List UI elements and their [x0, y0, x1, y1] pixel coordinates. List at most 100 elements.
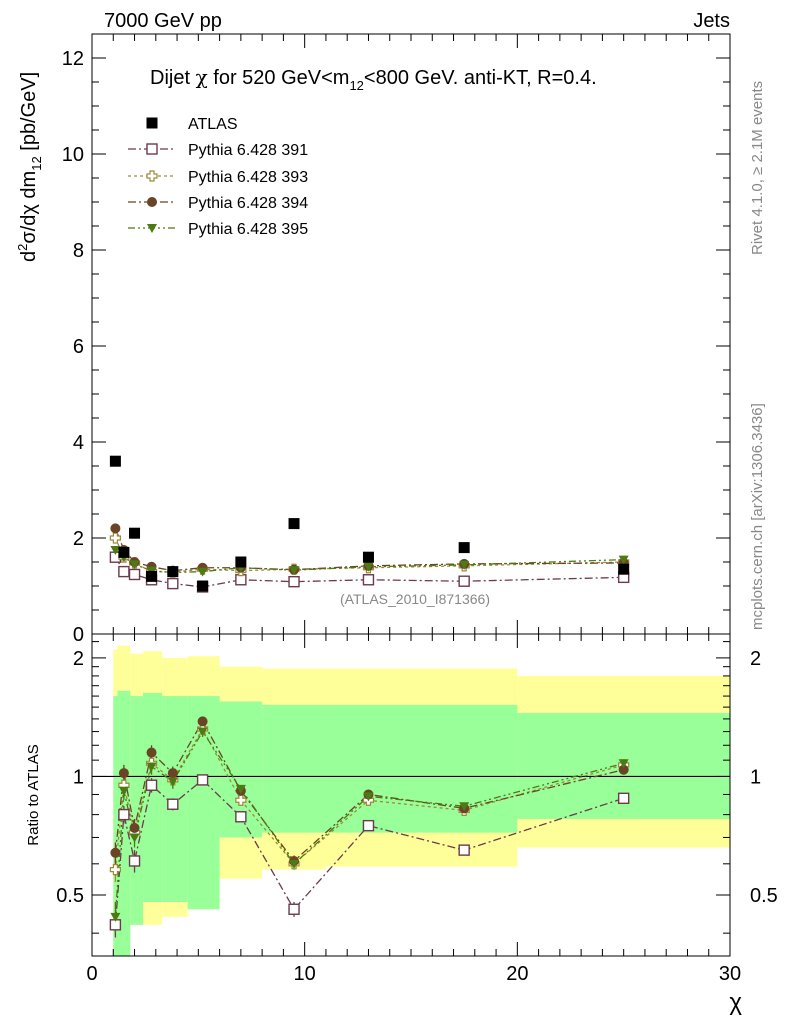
main-point-atlas-8 — [362, 551, 374, 563]
xtick-label-0: 0 — [86, 963, 97, 985]
legend-marker-pythia-391 — [128, 143, 176, 155]
main-point-atlas-2 — [129, 527, 141, 539]
main-panel: 0 2 4 6 8 10 12 Dijet χ for 520 GeV<m12<800 Ge… — [15, 33, 731, 646]
ratio-ytick-label-1: 1 — [73, 766, 84, 788]
ratio-band-green-0 — [113, 696, 118, 956]
xtick-label-20: 20 — [506, 963, 528, 985]
legend-label-pythia-394: Pythia 6.428 394 — [188, 195, 308, 212]
main-ytick-label-0: 0 — [73, 624, 84, 646]
ratio-band-green-8 — [325, 704, 411, 833]
main-point-series-4-7 — [289, 566, 300, 576]
ratio-band-green-7 — [262, 704, 326, 833]
main-point-atlas-3 — [146, 570, 158, 582]
xtick-labels: 0 10 20 30 — [86, 963, 741, 985]
ratio-point-series-3-6 — [235, 784, 246, 794]
ratio-point-series-1-0 — [109, 864, 121, 876]
legend-marker-pythia-394 — [128, 197, 176, 207]
legend-marker-shape-3 — [147, 197, 157, 207]
legend-entry-pythia-394: Pythia 6.428 394 — [128, 195, 308, 212]
main-ytick-label-8: 8 — [73, 240, 84, 262]
legend-marker-shape-1 — [146, 143, 158, 155]
ratio-point-series-3-5 — [197, 727, 208, 737]
main-point-series-1-6 — [235, 574, 247, 586]
main-point-atlas-10 — [618, 563, 630, 575]
energy-label: 7000 GeV pp — [104, 10, 222, 32]
main-ticks — [91, 34, 731, 635]
ratio-point-series-2-4 — [167, 768, 178, 779]
ratio-ytick-label-0: 0.5 — [56, 885, 84, 907]
legend-marker-pythia-395 — [128, 224, 176, 233]
main-point-series-1-1 — [118, 565, 130, 578]
ratio-point-series-0-9 — [458, 844, 470, 856]
main-point-series-4-2 — [129, 560, 140, 570]
legend-entry-atlas: ATLAS — [146, 116, 238, 133]
analysis-label: (ATLAS_2010_I871366) — [340, 591, 490, 607]
ratio-band-green-3 — [143, 692, 163, 902]
main-ytick-label-2: 2 — [73, 528, 84, 550]
main-point-series-1-2 — [128, 568, 141, 581]
main-point-atlas-5 — [197, 580, 209, 592]
main-point-series-1-4 — [167, 577, 179, 590]
ratio-ylabel: Ratio to ATLAS — [25, 744, 42, 845]
legend-label-pythia-393: Pythia 6.428 393 — [188, 169, 308, 186]
x-axis-label: χ — [729, 989, 742, 1016]
ratio-band-green-2 — [130, 696, 144, 925]
ratio-point-series-2-0 — [110, 847, 121, 858]
main-point-atlas-6 — [235, 556, 247, 568]
main-marks — [109, 455, 630, 593]
ratio-point-series-0-5 — [196, 774, 209, 786]
main-point-series-4-8 — [363, 562, 374, 572]
main-point-atlas-7 — [288, 518, 300, 530]
legend-marker-shape-2 — [146, 170, 158, 182]
rivet-label: Rivet 4.1.0, ≥ 2.1M events — [749, 81, 766, 255]
xtick-label-30: 30 — [719, 963, 741, 985]
main-ylabel: d2σ/dχ dm12 [pb/GeV] — [15, 72, 44, 262]
ratio-point-series-0-3 — [145, 779, 158, 791]
ratio-line-series-2 — [114, 720, 624, 862]
ratio-point-series-2-3 — [146, 747, 157, 758]
legend-label-pythia-395: Pythia 6.428 395 — [188, 221, 308, 238]
ratio-ytick-label-right-0: 0.5 — [750, 885, 778, 907]
main-line-series-4 — [114, 549, 624, 574]
legend-marker-pythia-393 — [128, 170, 176, 182]
ratio-point-series-0-2 — [128, 855, 141, 867]
ratio-ytick-labels-right: 0.5 1 2 — [750, 648, 778, 907]
ratio-point-series-2-2 — [129, 822, 140, 833]
ratio-point-series-1-6 — [235, 794, 247, 806]
main-point-atlas-9 — [458, 542, 470, 554]
ratio-point-series-2-10 — [618, 764, 629, 775]
ratio-point-series-2-1 — [118, 768, 129, 779]
ratio-point-series-0-10 — [617, 792, 630, 805]
main-point-atlas-1 — [118, 546, 130, 558]
main-point-series-4-9 — [459, 560, 470, 570]
legend-label-pythia-391: Pythia 6.428 391 — [188, 142, 308, 159]
main-point-series-1-8 — [362, 574, 375, 586]
ratio-point-series-0-6 — [235, 811, 247, 823]
ratio-point-series-0-4 — [167, 798, 179, 810]
ratio-ytick-label-right-2: 2 — [750, 648, 761, 670]
ratio-point-series-3-2 — [129, 833, 140, 843]
legend-marker-shape-4 — [147, 224, 157, 233]
ratio-ticks — [91, 634, 731, 956]
main-point-series-4-5 — [197, 567, 208, 577]
ratio-point-series-3-1 — [118, 786, 129, 796]
legend-entry-pythia-395: Pythia 6.428 395 — [128, 221, 308, 238]
ratio-marks — [109, 716, 630, 938]
main-point-series-4-0 — [110, 546, 121, 555]
legend-entry-pythia-393: Pythia 6.428 393 — [128, 169, 308, 186]
ratio-point-series-3-9 — [459, 802, 470, 812]
ratio-ytick-label-2: 2 — [73, 648, 84, 670]
ratio-point-series-3-4 — [167, 777, 178, 787]
legend-marker-atlas — [146, 117, 158, 129]
ratio-point-series-3-3 — [146, 762, 157, 772]
category-label: Jets — [693, 10, 730, 32]
ratio-panel: 0.5 1 2 0.5 1 2 0 10 20 30 Ratio to ATLAS χ — [25, 633, 778, 1016]
legend-label-atlas: ATLAS — [188, 116, 238, 133]
ratio-point-series-0-1 — [118, 808, 130, 821]
ratio-point-series-0-7 — [288, 903, 300, 915]
ratio-band-green-1 — [117, 690, 131, 956]
legend: ATLAS Pythia 6.428 391 Pythia 6.428 393 … — [128, 116, 308, 238]
ratio-point-series-0-8 — [362, 819, 375, 832]
main-point-series-3-0 — [110, 523, 121, 534]
ratio-point-series-3-8 — [363, 792, 374, 802]
